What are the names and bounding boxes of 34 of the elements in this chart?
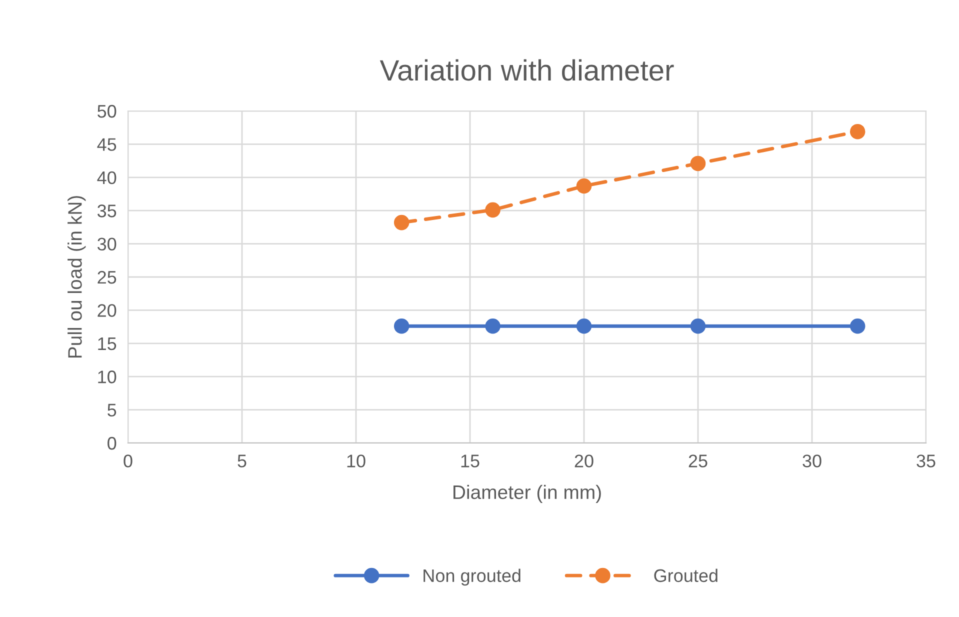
x-tick-label: 20 — [574, 454, 594, 468]
y-axis-title: Pull ou load (in kN) — [68, 196, 86, 358]
point — [690, 156, 706, 172]
y-tick-label: 10 — [98, 370, 116, 384]
point — [576, 318, 592, 334]
x-tick-label: 0 — [124, 454, 132, 468]
point — [394, 318, 410, 334]
point — [690, 318, 706, 334]
chart-title: Variation with diameter — [380, 59, 674, 81]
y-tick-label: 40 — [97, 171, 116, 184]
x-tick-label: 10 — [347, 454, 366, 468]
x-tick-label: 35 — [916, 454, 936, 468]
point — [576, 178, 592, 194]
point — [850, 318, 866, 334]
x-tick-label: 25 — [688, 454, 708, 468]
x-tick-label: 30 — [802, 454, 822, 468]
point — [485, 202, 500, 218]
y-tick-label: 30 — [97, 238, 116, 251]
x-axis-title: Diameter (in mm) — [454, 484, 601, 503]
y-tick-label: 25 — [98, 270, 116, 284]
point — [485, 318, 500, 334]
x-tick-label: 5 — [238, 454, 246, 468]
y-tick-label: 35 — [97, 204, 116, 218]
x-tick-label: 15 — [461, 454, 480, 468]
y-tick-label: 5 — [108, 404, 116, 417]
y-tick-label: 0 — [108, 436, 116, 450]
y-tick-label: 45 — [97, 138, 116, 151]
point — [394, 214, 410, 230]
point — [850, 124, 866, 140]
y-tick-label: 15 — [98, 338, 116, 350]
legend-label: Grouted — [654, 568, 718, 582]
y-tick-label: 20 — [98, 304, 116, 317]
legend-label: Non grouted — [424, 568, 520, 586]
y-tick-label: 50 — [98, 104, 116, 118]
